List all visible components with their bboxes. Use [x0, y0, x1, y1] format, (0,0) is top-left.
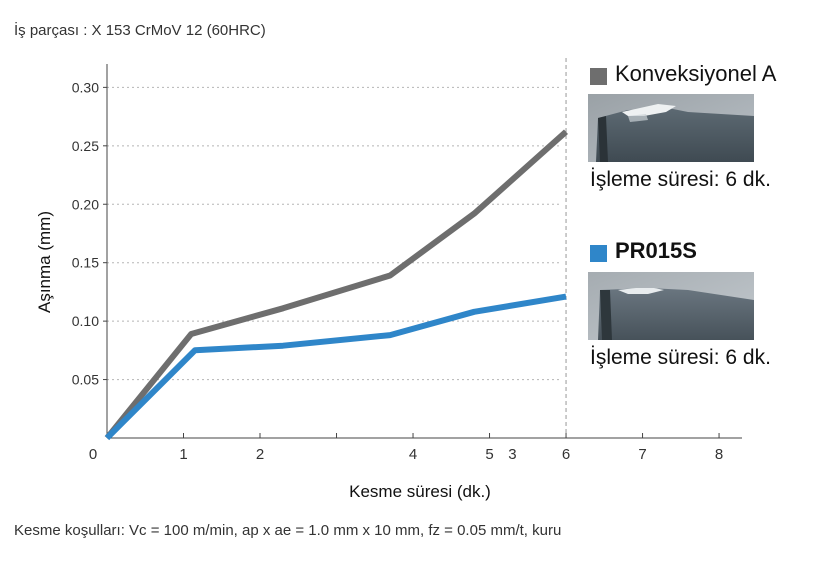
x-tick-label: 7 [638, 446, 646, 463]
x-tick-label: 6 [562, 446, 570, 463]
x-tick-label: 4 [409, 446, 417, 463]
x-tick-label: 5 [485, 446, 493, 463]
caption-konveksiyonel: İşleme süresi: 6 dk. [590, 168, 771, 191]
x-tick-label: 1 [179, 446, 187, 463]
y-tick-label: 0.15 [72, 255, 99, 271]
x-tick-label: 2 [256, 446, 264, 463]
legend-label-konveksiyonel: Konveksiyonel A [615, 61, 777, 86]
y-tick-label: 0.30 [72, 79, 99, 95]
workpiece-label: İş parçası : X 153 CrMoV 12 (60HRC) [14, 22, 266, 39]
y-tick-label: 0.20 [72, 196, 99, 212]
x-axis-label: Kesme süresi (dk.) [349, 482, 491, 501]
legend-label-pr015s: PR015S [615, 238, 697, 263]
caption-pr015s: İşleme süresi: 6 dk. [590, 346, 771, 369]
x-extra-label: 3 [508, 446, 516, 463]
wear-photo-konveksiyonel [588, 94, 754, 162]
y-tick-label: 0.25 [72, 138, 99, 154]
x-tick-label: 8 [715, 446, 723, 463]
y-axis-label: Aşınma (mm) [35, 211, 54, 313]
series-line-konveksiyonel [104, 129, 568, 440]
y-tick-label: 0.05 [72, 372, 99, 388]
cutting-conditions: Kesme koşulları: Vc = 100 m/min, ap x ae… [14, 522, 562, 539]
x-tick-label: 0 [89, 446, 97, 463]
y-tick-label: 0.10 [72, 313, 99, 329]
legend-swatch-pr015s [590, 245, 607, 262]
legend-swatch-konveksiyonel [590, 68, 607, 85]
wear-photo-pr015s [588, 272, 754, 340]
series-line-pr015s [104, 293, 567, 441]
